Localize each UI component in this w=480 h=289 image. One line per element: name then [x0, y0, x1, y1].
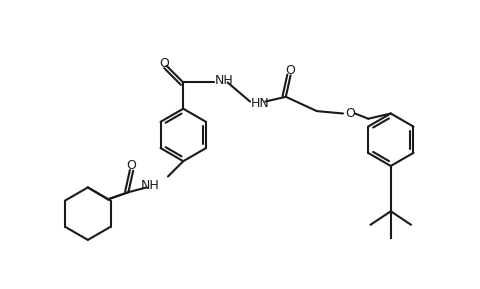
- Text: HN: HN: [250, 97, 269, 110]
- Text: NH: NH: [214, 74, 233, 87]
- Text: NH: NH: [140, 179, 159, 192]
- Text: O: O: [159, 57, 169, 70]
- Text: O: O: [285, 64, 295, 77]
- Text: O: O: [345, 107, 355, 120]
- Text: O: O: [126, 160, 135, 173]
